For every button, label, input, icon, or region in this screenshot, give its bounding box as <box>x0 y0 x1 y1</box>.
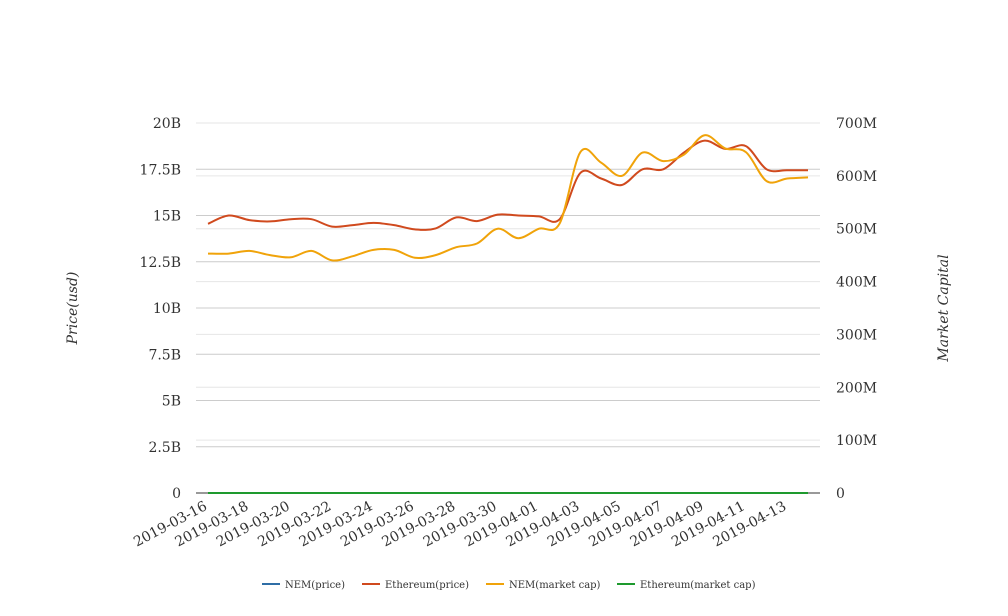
legend-label: Ethereum(price) <box>385 580 469 591</box>
y-right-axis: 0 100M 200M 300M 400M 500M 600M 700M <box>836 116 877 502</box>
y-left-tick-label: 0 <box>172 486 181 502</box>
y-left-axis: 0 2.5B 5B 7.5B 10B 12.5B 15B 17.5B 20B <box>140 116 181 502</box>
y-left-tick-label: 12.5B <box>140 255 181 271</box>
series-lines <box>207 134 809 495</box>
y-right-tick-label: 500M <box>836 222 877 238</box>
grid <box>196 122 820 494</box>
y-right-tick-label: 100M <box>836 433 877 449</box>
y-right-tick-label: 400M <box>836 275 877 291</box>
y-left-tick-label: 2.5B <box>148 440 181 456</box>
legend-label: NEM(price) <box>285 580 345 591</box>
y-left-tick-label: 20B <box>153 116 181 132</box>
legend-label: Ethereum(market cap) <box>640 580 756 591</box>
y-right-axis-title: Market Capital <box>936 254 952 362</box>
y-right-tick-label: 200M <box>836 380 877 396</box>
y-right-tick-label: 300M <box>836 327 877 343</box>
series-line-nem-market-cap <box>207 134 809 262</box>
y-right-tick-label: 600M <box>836 169 877 185</box>
y-left-tick-label: 5B <box>162 394 181 410</box>
legend: NEM(price) Ethereum(price) NEM(market cap)… <box>262 580 756 591</box>
y-right-tick-label: 700M <box>836 116 877 132</box>
y-left-tick-label: 7.5B <box>148 347 181 363</box>
y-left-tick-label: 10B <box>153 301 181 317</box>
y-left-tick-label: 17.5B <box>140 162 181 178</box>
y-left-tick-label: 15B <box>153 209 181 225</box>
legend-label: NEM(market cap) <box>509 580 601 591</box>
x-axis: 2019-03-162019-03-182019-03-202019-03-22… <box>131 498 789 550</box>
y-right-tick-label: 0 <box>836 486 845 502</box>
y-left-axis-title: Price(usd) <box>65 272 81 346</box>
series-line-ethereum-price <box>207 139 809 231</box>
